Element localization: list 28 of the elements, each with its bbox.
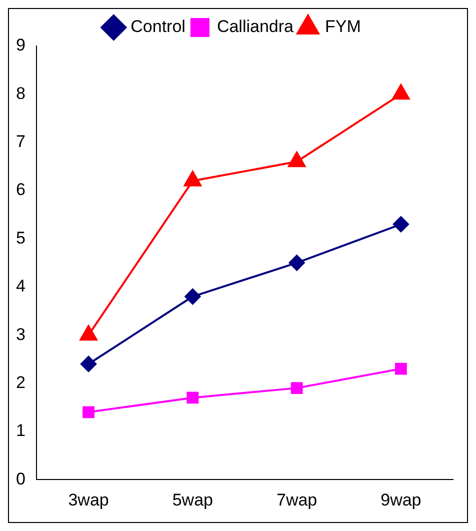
point — [394, 362, 407, 375]
x-tick-label: 3wap — [68, 490, 109, 510]
legend-label: FYM — [324, 17, 361, 36]
y-tick-label: 5 — [16, 228, 26, 248]
y-tick-label: 0 — [16, 469, 26, 488]
point — [184, 288, 201, 305]
point — [290, 382, 303, 394]
y-tick-label: 8 — [16, 84, 26, 103]
point — [184, 170, 202, 186]
point — [82, 406, 94, 418]
legend-label: Calliandra — [216, 17, 294, 36]
y-tick-label: 9 — [16, 36, 26, 55]
y-tick-label: 3 — [16, 324, 26, 344]
point — [80, 356, 97, 372]
x-tick-label: 5wap — [172, 490, 213, 510]
x-tick-label: 9wap — [380, 490, 422, 510]
y-tick-label: 7 — [16, 132, 26, 152]
x-tick-label: 7wap — [276, 490, 318, 510]
point — [392, 216, 409, 232]
y-tick-label: 6 — [16, 180, 26, 200]
legend-label: Control — [130, 17, 186, 36]
point — [288, 152, 306, 168]
point — [392, 84, 410, 100]
y-tick-label: 1 — [16, 421, 26, 440]
point — [288, 254, 305, 271]
y-tick-label: 4 — [16, 276, 26, 296]
y-tick-label: 2 — [16, 372, 26, 392]
point — [186, 392, 199, 404]
